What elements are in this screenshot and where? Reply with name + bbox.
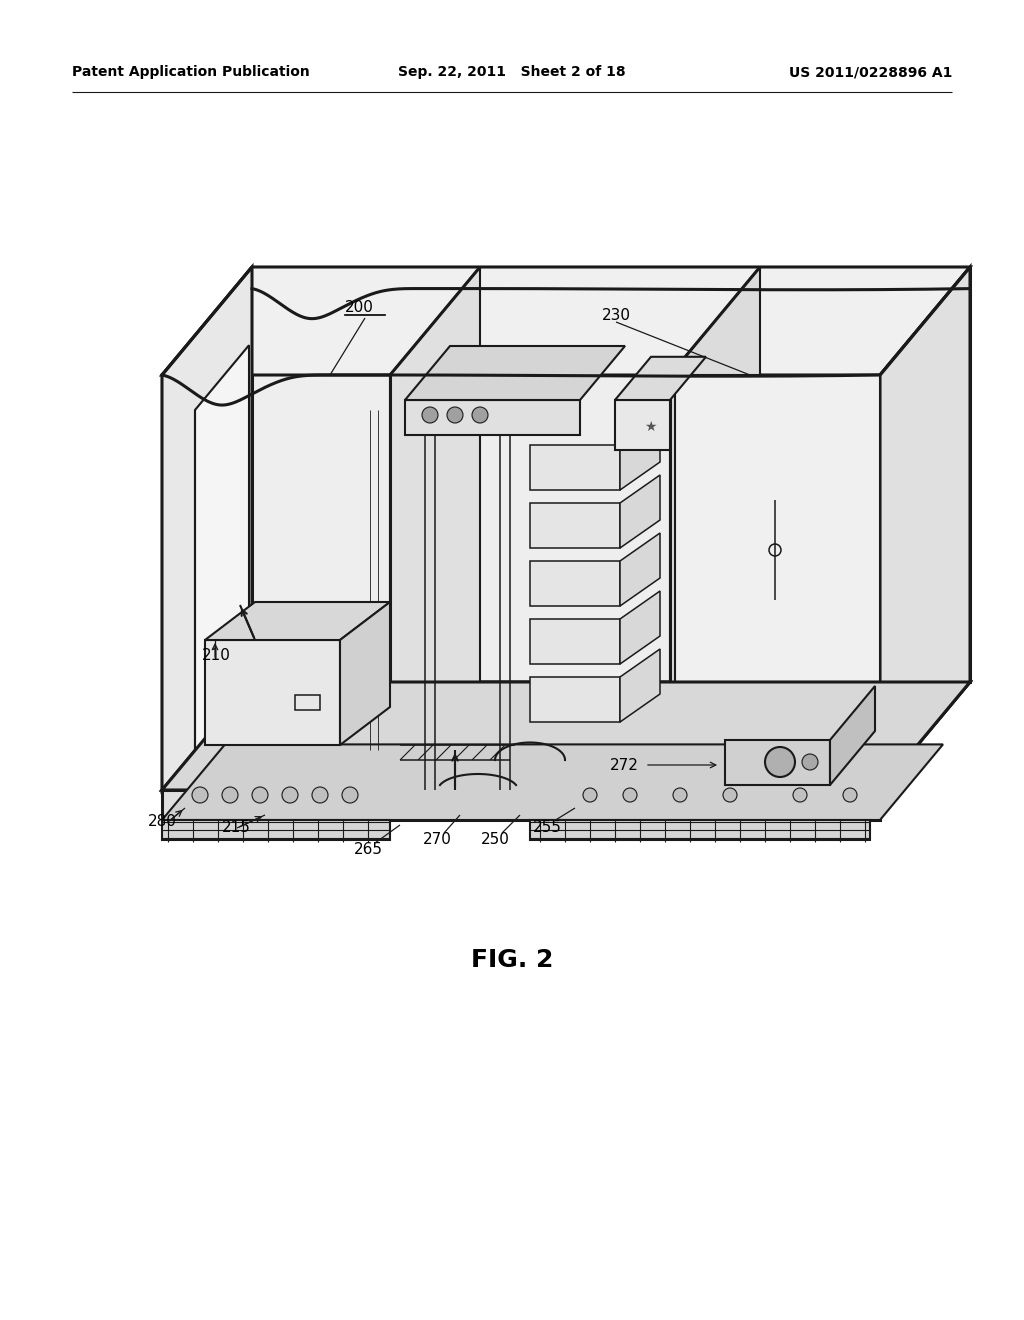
Circle shape [802,754,818,770]
Text: 265: 265 [353,842,383,858]
Polygon shape [162,682,970,789]
Polygon shape [675,375,880,789]
Polygon shape [252,267,970,682]
Circle shape [312,787,328,803]
Text: 210: 210 [202,648,230,663]
Polygon shape [620,417,660,490]
Text: ★: ★ [644,420,656,434]
Polygon shape [670,267,760,789]
Circle shape [252,787,268,803]
Circle shape [765,747,795,777]
Polygon shape [830,686,874,785]
Text: US 2011/0228896 A1: US 2011/0228896 A1 [788,65,952,79]
Text: 272: 272 [610,758,639,772]
Polygon shape [530,619,620,664]
Circle shape [222,787,238,803]
Polygon shape [880,267,970,789]
Polygon shape [406,346,625,400]
Polygon shape [530,820,870,840]
Text: 280: 280 [148,814,177,829]
Polygon shape [530,677,620,722]
Polygon shape [725,741,830,785]
Text: 270: 270 [423,833,452,847]
Polygon shape [530,503,620,548]
Polygon shape [530,561,620,606]
Circle shape [472,407,488,422]
Text: 200: 200 [345,301,374,315]
Polygon shape [162,820,390,840]
Polygon shape [620,591,660,664]
Circle shape [342,787,358,803]
Polygon shape [162,789,880,820]
Polygon shape [340,602,390,744]
Circle shape [282,787,298,803]
Polygon shape [615,400,670,450]
Circle shape [793,788,807,803]
Circle shape [193,787,208,803]
Text: FIG. 2: FIG. 2 [471,948,553,972]
Text: Sep. 22, 2011   Sheet 2 of 18: Sep. 22, 2011 Sheet 2 of 18 [398,65,626,79]
Text: Patent Application Publication: Patent Application Publication [72,65,309,79]
Polygon shape [615,356,706,400]
Polygon shape [162,744,943,820]
Polygon shape [620,475,660,548]
Polygon shape [406,400,580,436]
Circle shape [723,788,737,803]
Polygon shape [390,267,480,789]
Polygon shape [162,267,252,789]
Text: 250: 250 [480,833,509,847]
Polygon shape [620,533,660,606]
Circle shape [623,788,637,803]
Circle shape [843,788,857,803]
Polygon shape [620,649,660,722]
Polygon shape [530,445,620,490]
Polygon shape [162,267,970,375]
Polygon shape [162,682,970,789]
Circle shape [422,407,438,422]
Polygon shape [205,602,390,640]
Text: 215: 215 [222,821,251,836]
Polygon shape [195,346,249,789]
Circle shape [447,407,463,422]
Circle shape [673,788,687,803]
Circle shape [583,788,597,803]
Polygon shape [205,640,340,744]
Text: 230: 230 [602,308,631,322]
Text: 255: 255 [532,821,561,836]
